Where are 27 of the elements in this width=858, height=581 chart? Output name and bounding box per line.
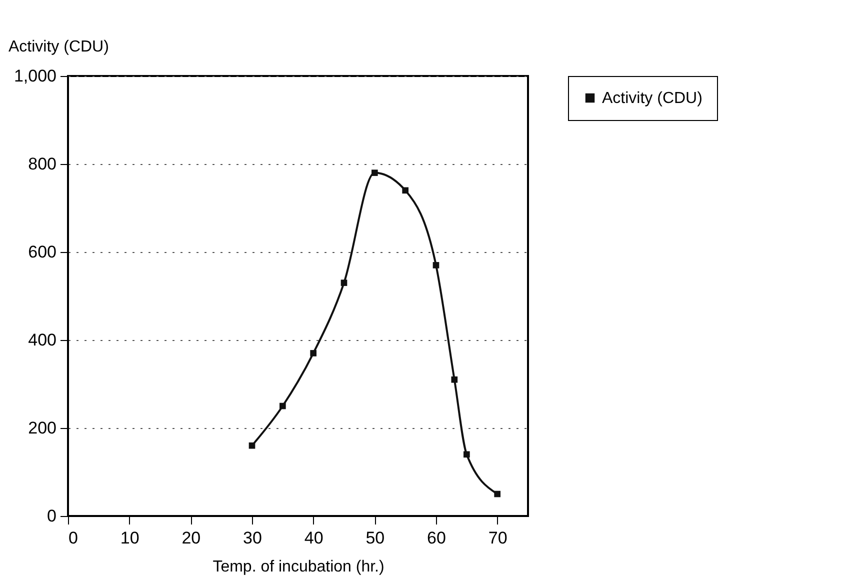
x-tick-label: 40 <box>304 528 324 548</box>
y-tick-label: 600 <box>28 242 56 262</box>
y-tick-label: 200 <box>28 418 56 438</box>
point <box>451 376 458 383</box>
point <box>464 451 470 458</box>
x-tick-label: 50 <box>366 528 385 548</box>
point <box>340 280 348 286</box>
x-axis-title: Temp. of incubation (hr.) <box>212 558 384 576</box>
x-tick-label: 10 <box>120 528 140 548</box>
x-tick-label: 70 <box>488 528 508 548</box>
point <box>372 170 378 176</box>
y-tick-label: 0 <box>47 506 56 526</box>
x-tick-label: 20 <box>182 528 201 548</box>
y-tick-label: 400 <box>28 330 56 350</box>
x-tick-label: 0 <box>68 528 78 548</box>
x-tick-label: 30 <box>243 528 262 548</box>
y-tick-label: 1,000 <box>14 66 56 86</box>
point <box>494 490 500 498</box>
x-tick-label: 60 <box>427 528 446 548</box>
y-tick-label: 800 <box>28 154 56 174</box>
point <box>280 402 286 410</box>
legend-label: Activity (CDU) <box>602 90 702 107</box>
y-axis-title: Activity (CDU) <box>8 38 109 56</box>
point <box>402 187 408 194</box>
point <box>248 442 256 449</box>
point <box>432 262 440 268</box>
point <box>310 350 316 356</box>
